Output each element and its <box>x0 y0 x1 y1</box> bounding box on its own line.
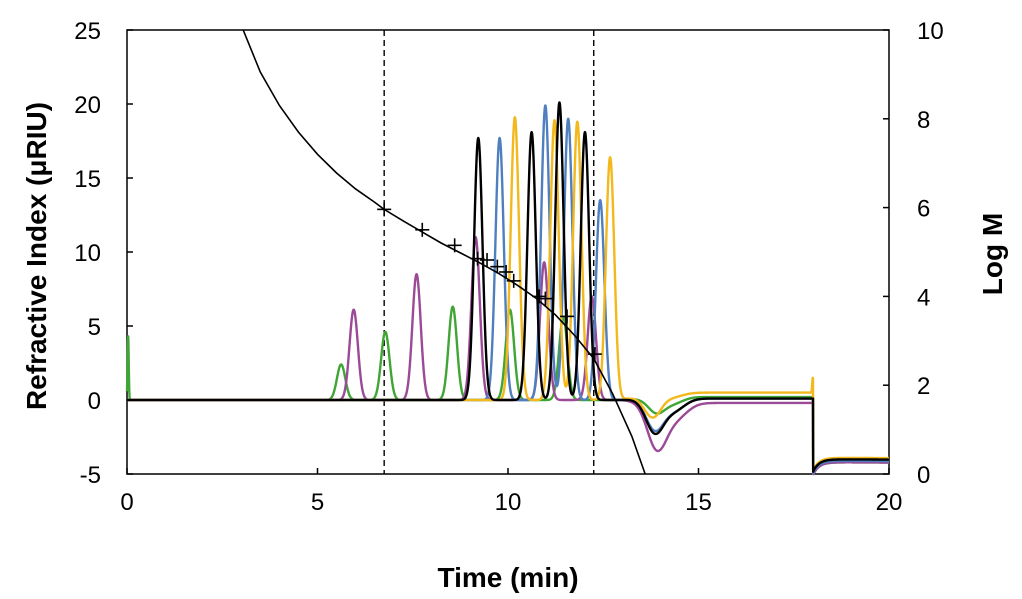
calibration-marker <box>587 347 602 362</box>
series-line-yellow <box>125 116 891 472</box>
y2-tick-label: 10 <box>917 18 944 45</box>
y-tick-label: 25 <box>74 18 101 45</box>
axis-ticks: 0 5 10 15 20 -5 0 5 10 15 20 25 0 2 4 6 8 10 <box>74 18 943 516</box>
calibration-layer <box>242 29 646 475</box>
calibration-marker <box>470 251 485 266</box>
calibration-marker <box>499 264 514 279</box>
y2-tick-label: 0 <box>917 462 930 489</box>
y-axis-title: Refractive Index (μRIU) <box>21 102 52 410</box>
x-axis-title: Time (min) <box>437 562 578 593</box>
calibration-marker <box>538 291 553 306</box>
y-tick-label: 10 <box>74 240 101 267</box>
calibration-curve <box>242 29 646 475</box>
x-tick-label: 0 <box>120 489 133 516</box>
calibration-marker <box>480 252 495 267</box>
x-tick-label: 10 <box>495 489 522 516</box>
calibration-marker <box>377 202 392 217</box>
calibration-marker <box>506 273 521 288</box>
calibration-marker <box>415 222 430 237</box>
calibration-marker <box>532 289 547 304</box>
y-tick-label: 20 <box>74 92 101 119</box>
calibration-marker <box>490 259 505 274</box>
y-tick-label: 5 <box>88 314 101 341</box>
y-tick-label: -5 <box>80 462 101 489</box>
plot-frame <box>126 29 890 475</box>
y-tick-label: 15 <box>74 166 101 193</box>
series-layer <box>125 101 891 476</box>
x-tick-label: 20 <box>876 489 903 516</box>
calibration-marker <box>447 238 462 253</box>
y2-tick-label: 8 <box>917 107 930 134</box>
y-tick-label: 0 <box>88 388 101 415</box>
y2-axis-title: Log M <box>977 213 1008 295</box>
plot-border <box>126 29 890 475</box>
x-tick-label: 5 <box>311 489 324 516</box>
series-line-black <box>125 101 891 473</box>
calibration-marker <box>560 309 575 324</box>
y2-tick-label: 6 <box>917 196 930 223</box>
y2-tick-label: 2 <box>917 373 930 400</box>
x-tick-label: 15 <box>685 489 712 516</box>
y2-tick-label: 4 <box>917 284 930 311</box>
